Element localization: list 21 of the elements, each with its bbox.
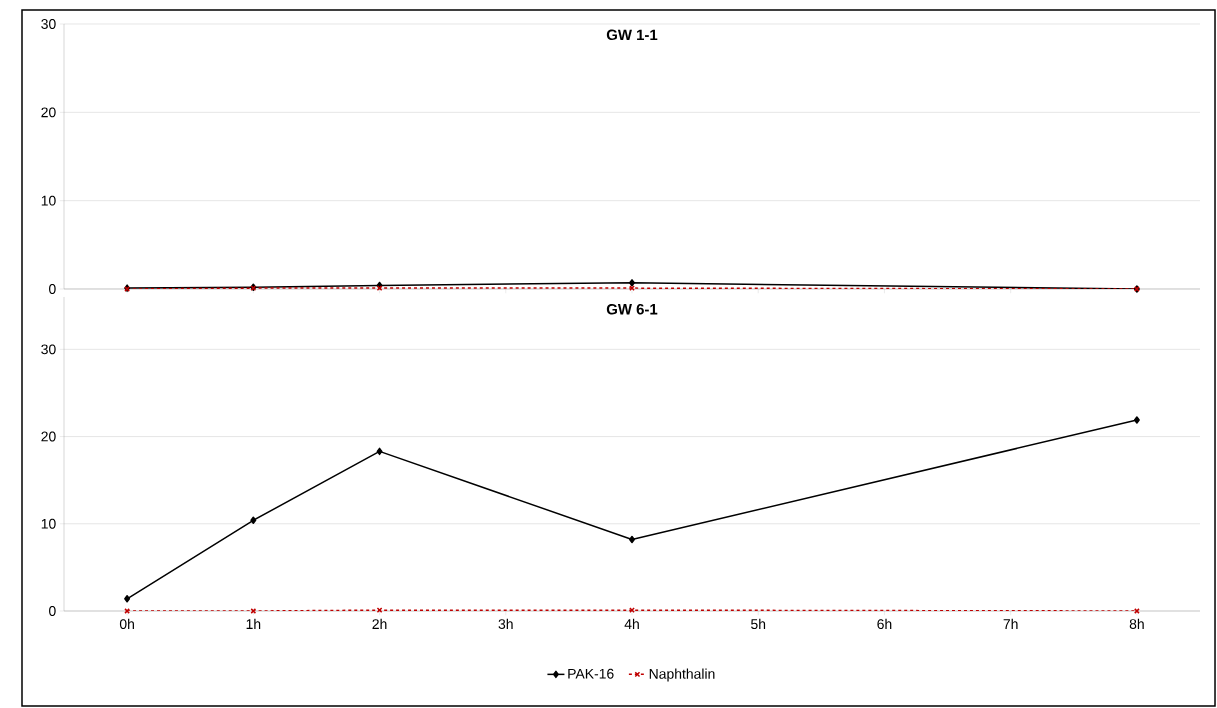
y-tick-label: 10: [41, 518, 56, 529]
legend-label: PAK-16: [568, 668, 614, 679]
x-tick-label: 2h: [372, 618, 387, 629]
y-tick-label: 0: [49, 284, 56, 294]
x-tick-label: 3h: [498, 618, 513, 630]
y-tick-label: 30: [41, 344, 56, 355]
x-tick-label: 0h: [119, 618, 134, 630]
y-tick-label: 20: [41, 431, 56, 442]
chart-title: GW 6-1: [606, 303, 658, 315]
y-tick-label: 30: [41, 19, 56, 29]
chart-title: GW 1-1: [606, 29, 658, 41]
x-tick-label: 1h: [246, 618, 261, 629]
x-tick-label: 8h: [1129, 618, 1144, 630]
x-tick-label: 6h: [877, 618, 892, 630]
legend-label: Naphthalin: [649, 668, 715, 682]
x-tick-label: 7h: [1003, 618, 1018, 629]
y-tick-label: 20: [41, 107, 56, 118]
x-tick-label: 4h: [624, 618, 639, 629]
y-tick-label: 10: [41, 195, 56, 206]
x-tick-label: 5h: [751, 618, 766, 630]
y-tick-label: 0: [49, 606, 56, 616]
